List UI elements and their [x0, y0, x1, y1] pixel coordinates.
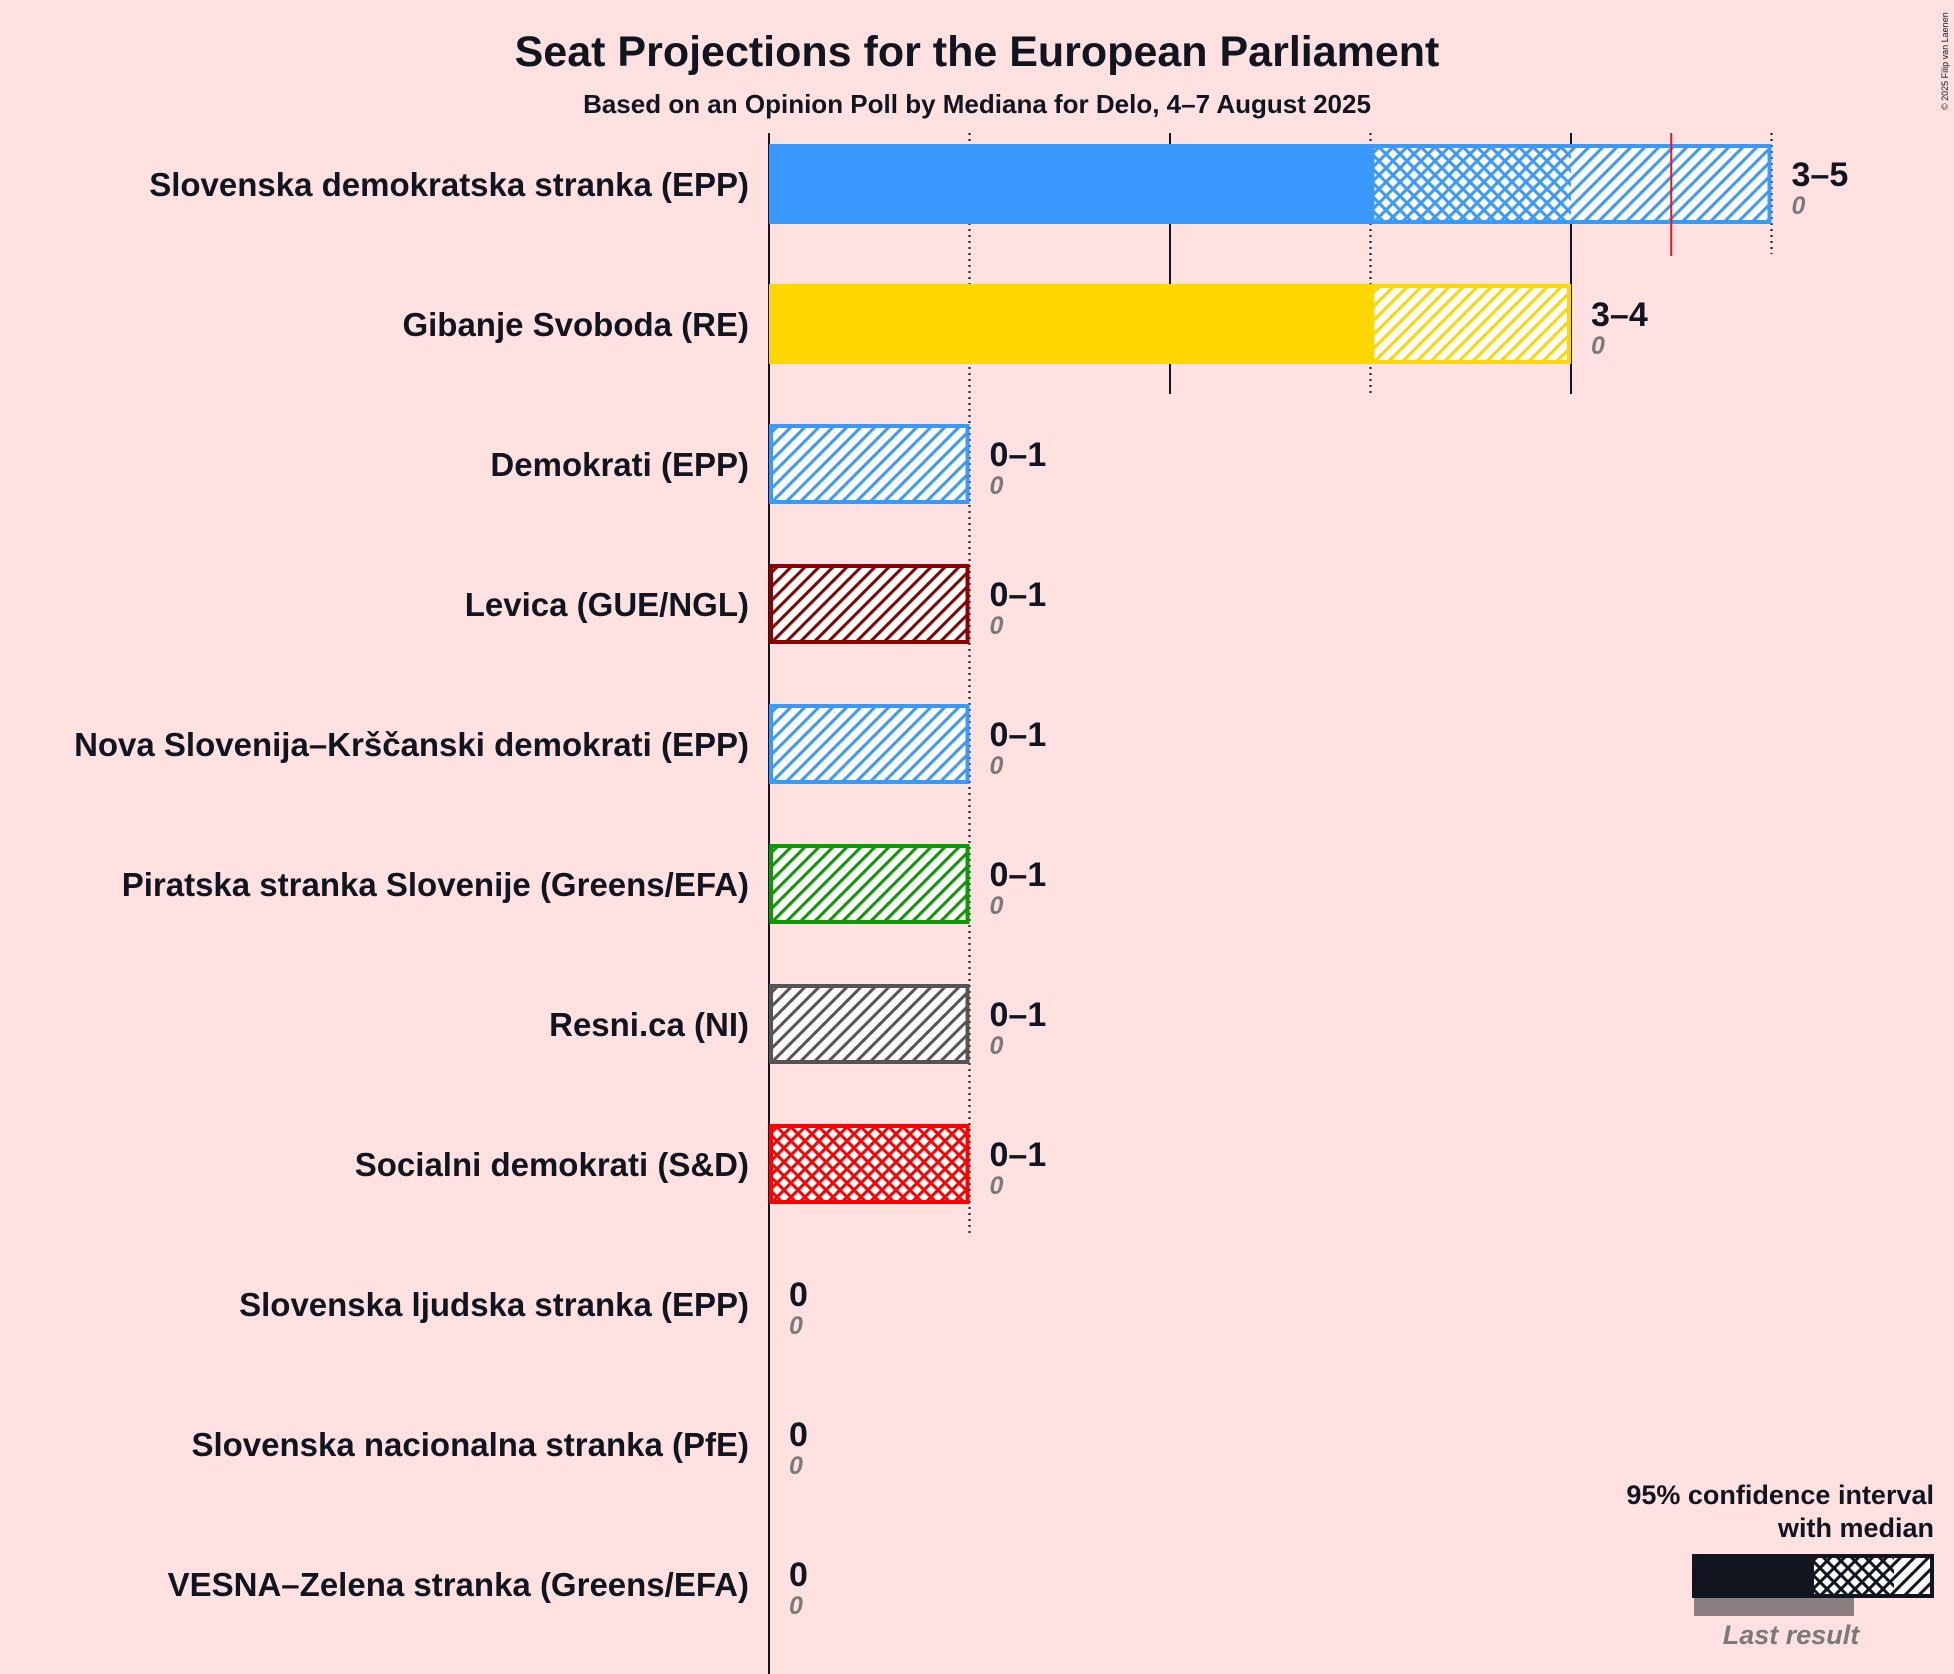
range-label: 0–1 [990, 716, 1047, 754]
last-result-label: 0 [990, 612, 1004, 640]
last-result-label: 0 [1591, 332, 1605, 360]
party-label: Socialni demokrati (S&D) [355, 1146, 749, 1183]
last-result-label: 0 [789, 1312, 803, 1340]
bar-outline [1370, 284, 1571, 364]
party-label: Resni.ca (NI) [549, 1006, 749, 1043]
party-label: Slovenska demokratska stranka (EPP) [149, 166, 749, 203]
bar-solid [769, 284, 1371, 364]
party-row: Slovenska ljudska stranka (EPP) 00 [239, 1276, 808, 1340]
legend-last-result-bar [1694, 1598, 1854, 1616]
bar-hatch [1370, 284, 1571, 364]
last-result-label: 0 [990, 892, 1004, 920]
range-label: 0–1 [990, 436, 1047, 474]
legend-hatch-swatch [1894, 1554, 1934, 1598]
party-label: Slovenska ljudska stranka (EPP) [239, 1286, 749, 1323]
bar-outline [769, 564, 970, 644]
legend-crosshatch-swatch [1814, 1554, 1894, 1598]
last-result-label: 0 [990, 752, 1004, 780]
party-row: Resni.ca (NI) 0–10 [549, 984, 1046, 1064]
party-label: Levica (GUE/NGL) [465, 586, 749, 623]
range-label: 0–1 [990, 576, 1047, 614]
range-label: 3–4 [1591, 296, 1648, 334]
last-result-label: 0 [1792, 192, 1806, 220]
range-label: 3–5 [1792, 156, 1849, 194]
party-row: VESNA–Zelena stranka (Greens/EFA) 00 [168, 1556, 808, 1620]
bar-outline [769, 704, 970, 784]
last-result-label: 0 [990, 1032, 1004, 1060]
party-label: Slovenska nacionalna stranka (PfE) [191, 1426, 749, 1463]
legend-solid-swatch [1692, 1554, 1814, 1598]
chart-title: Seat Projections for the European Parlia… [515, 28, 1440, 76]
bar-hatch [769, 704, 970, 784]
party-row: Nova Slovenija–Krščanski demokrati (EPP)… [74, 704, 1046, 784]
party-label: Nova Slovenija–Krščanski demokrati (EPP) [74, 726, 749, 763]
party-label: Piratska stranka Slovenije (Greens/EFA) [122, 866, 749, 903]
bars: Slovenska demokratska stranka (EPP) 3–50G… [74, 133, 1848, 1620]
party-row: Piratska stranka Slovenije (Greens/EFA) 0… [122, 844, 1047, 924]
party-row: Socialni demokrati (S&D) 0–10 [355, 1124, 1046, 1204]
legend-outline [1692, 1554, 1934, 1598]
party-row: Gibanje Svoboda (RE) 3–40 [402, 284, 1648, 364]
party-row: Levica (GUE/NGL) 0–10 [465, 564, 1046, 644]
bar-solid [769, 144, 1371, 224]
party-row: Slovenska nacionalna stranka (PfE) 00 [191, 1416, 807, 1480]
legend-last-result-label: Last result [1723, 1620, 1861, 1650]
bar-outline [769, 1124, 970, 1204]
last-result-label: 0 [789, 1592, 803, 1620]
range-label: 0–1 [990, 1136, 1047, 1174]
chart-subtitle: Based on an Opinion Poll by Mediana for … [583, 89, 1371, 119]
bar-outline [1370, 144, 1772, 224]
legend-title-line1: 95% confidence interval [1626, 1480, 1934, 1510]
legend-title-line2: with median [1777, 1513, 1934, 1543]
party-row: Slovenska demokratska stranka (EPP) 3–50 [149, 144, 1848, 224]
range-label: 0 [789, 1556, 808, 1594]
party-row: Demokrati (EPP) 0–10 [490, 424, 1046, 504]
party-label: Demokrati (EPP) [490, 446, 749, 483]
bar-hatch [769, 564, 970, 644]
bar-crosshatch [1370, 144, 1571, 224]
last-result-label: 0 [990, 472, 1004, 500]
last-result-label: 0 [990, 1172, 1004, 1200]
range-label: 0–1 [990, 856, 1047, 894]
legend: 95% confidence interval with median Last… [1626, 1480, 1934, 1650]
bar-outline [769, 424, 970, 504]
range-label: 0 [789, 1276, 808, 1314]
party-label: VESNA–Zelena stranka (Greens/EFA) [168, 1566, 749, 1603]
range-label: 0–1 [990, 996, 1047, 1034]
bar-hatch [769, 844, 970, 924]
bar-hatch [769, 424, 970, 504]
party-label: Gibanje Svoboda (RE) [402, 306, 749, 343]
bar-outline [769, 844, 970, 924]
range-label: 0 [789, 1416, 808, 1454]
bar-hatch [769, 984, 970, 1064]
bar-crosshatch [769, 1124, 970, 1204]
last-result-label: 0 [789, 1452, 803, 1480]
bar-outline [769, 984, 970, 1064]
copyright-notice: © 2025 Filip van Laenen [1940, 12, 1950, 110]
